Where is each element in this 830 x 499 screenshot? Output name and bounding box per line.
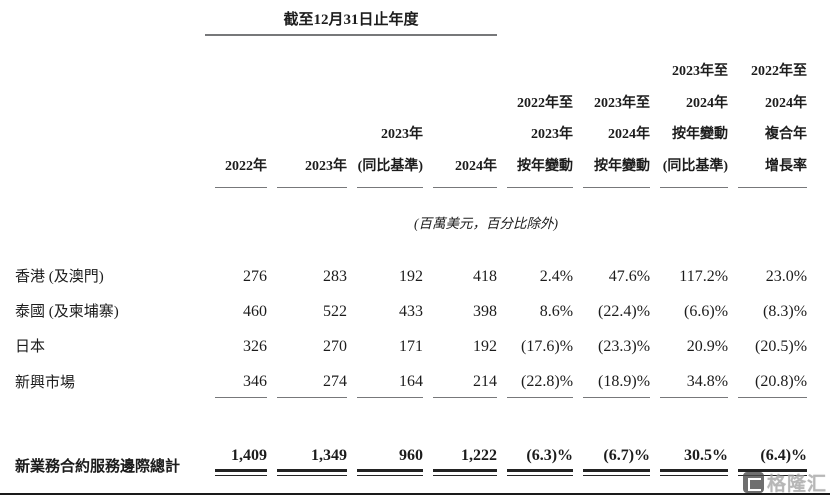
- cell-value: 326: [243, 338, 267, 355]
- empty-cell: [497, 0, 807, 36]
- cell-value: (20.5)%: [755, 338, 808, 355]
- total-cell-value: (6.7)%: [603, 447, 651, 464]
- total-cell-value: 1,349: [311, 447, 347, 464]
- page-bottom-rule: [0, 492, 830, 495]
- cell-value: (6.6)%: [684, 303, 729, 320]
- double-rule: [357, 469, 423, 476]
- double-rule: [215, 469, 267, 476]
- total-cell-value: (6.4)%: [760, 447, 808, 464]
- col-header-2023: 2023年: [267, 36, 347, 188]
- cell-value: 47.6%: [608, 268, 651, 285]
- cell-value: 164: [357, 373, 423, 398]
- col-header-2023-restated: 2023年 (同比基準): [347, 36, 423, 188]
- empty-cell: [15, 0, 205, 36]
- double-rule: [583, 469, 651, 476]
- row-label: 泰國 (及柬埔寨): [15, 304, 119, 320]
- total-row-label: 新業務合約服務邊際總計: [15, 459, 181, 475]
- group-header: 截至12月31日止年度: [205, 11, 498, 36]
- row-japan: 日本 326 270 171 192 (17.6)% (23.3)% 20.9%…: [15, 328, 807, 363]
- double-rule: [738, 469, 808, 476]
- cell-value: 34.8%: [660, 373, 729, 398]
- watermark: 格隆汇: [742, 469, 827, 496]
- row-label: 新興市場: [15, 375, 76, 391]
- total-cell-value: 1,409: [231, 447, 267, 464]
- spacer-row: [15, 398, 807, 436]
- empty-cell: [15, 36, 205, 188]
- cell-value: 276: [243, 268, 267, 285]
- cell-value: (8.3)%: [763, 303, 808, 320]
- column-header-row: 2022年 2023年 2023年 (同比基準) 2024年 2022年至 20…: [15, 36, 808, 188]
- cell-value: 2.4%: [539, 268, 574, 285]
- double-rule: [433, 469, 498, 476]
- cell-value: 20.9%: [686, 338, 729, 355]
- watermark-text: 格隆汇: [766, 474, 827, 495]
- group-header-row: 截至12月31日止年度: [15, 0, 807, 36]
- col-header-2024: 2024年: [423, 36, 498, 188]
- group-header-cell: 截至12月31日止年度: [205, 0, 498, 36]
- total-cell-value: 30.5%: [684, 447, 729, 464]
- spacer-row: [15, 232, 807, 258]
- gelonghui-logo-icon: [742, 472, 764, 493]
- cell-value: 270: [323, 338, 347, 355]
- cell-value: 283: [323, 268, 347, 285]
- row-label: 香港 (及澳門): [15, 269, 104, 285]
- cell-value: 460: [243, 303, 267, 320]
- row-hongkong-macau: 香港 (及澳門) 276 283 192 418 2.4% 47.6% 117.…: [15, 258, 807, 293]
- row-total: 新業務合約服務邊際總計 1,409 1,349 960 1,222 (6.3)%…: [15, 436, 808, 476]
- total-cell-value: (6.3)%: [526, 447, 574, 464]
- row-label: 日本: [15, 339, 46, 355]
- cell-value: 192: [473, 338, 498, 355]
- cell-value: (20.8)%: [738, 373, 808, 398]
- unit-note-row: (百萬美元，百分比除外): [15, 188, 807, 232]
- cell-value: (23.3)%: [598, 338, 651, 355]
- cell-value: (22.4)%: [598, 303, 651, 320]
- row-emerging-markets: 新興市場 346 274 164 214 (22.8)% (18.9)% 34.…: [15, 363, 808, 398]
- cell-value: 346: [215, 373, 267, 398]
- double-rule: [507, 469, 574, 476]
- col-header-cagr: 2022年至 2024年 複合年 增長率: [728, 36, 808, 188]
- cell-value: 171: [399, 338, 423, 355]
- col-header-yoy-2022-2023: 2022年至 2023年 按年變動: [497, 36, 574, 188]
- double-rule: [277, 469, 347, 476]
- cell-value: 398: [473, 303, 498, 320]
- cell-value: (22.8)%: [507, 373, 574, 398]
- empty-cell: [15, 188, 205, 232]
- cell-value: 418: [473, 268, 498, 285]
- total-cell-value: 960: [399, 447, 423, 464]
- cell-value: 214: [433, 373, 498, 398]
- col-header-yoy-restated: 2023年至 2024年 按年變動 (同比基準): [650, 36, 729, 188]
- unit-note: (百萬美元，百分比除外): [414, 216, 558, 231]
- new-business-csm-table: 截至12月31日止年度 2022年 2023年 2023年 (同比基準) 202…: [15, 0, 808, 476]
- cell-value: 192: [399, 268, 423, 285]
- cell-value: (17.6)%: [521, 338, 574, 355]
- cell-value: 117.2%: [679, 268, 729, 285]
- unit-note-cell: (百萬美元，百分比除外): [205, 188, 807, 232]
- cell-value: 23.0%: [765, 268, 808, 285]
- cell-value: (18.9)%: [583, 373, 651, 398]
- cell-value: 8.6%: [539, 303, 574, 320]
- double-rule: [660, 469, 729, 476]
- cell-value: 433: [399, 303, 423, 320]
- cell-value: 522: [323, 303, 347, 320]
- row-thailand-cambodia: 泰國 (及柬埔寨) 460 522 433 398 8.6% (22.4)% (…: [15, 293, 807, 328]
- total-cell-value: 1,222: [461, 447, 498, 464]
- col-header-2022: 2022年: [205, 36, 267, 188]
- cell-value: 274: [277, 373, 347, 398]
- col-header-yoy-2023-2024: 2023年至 2024年 按年變動: [573, 36, 651, 188]
